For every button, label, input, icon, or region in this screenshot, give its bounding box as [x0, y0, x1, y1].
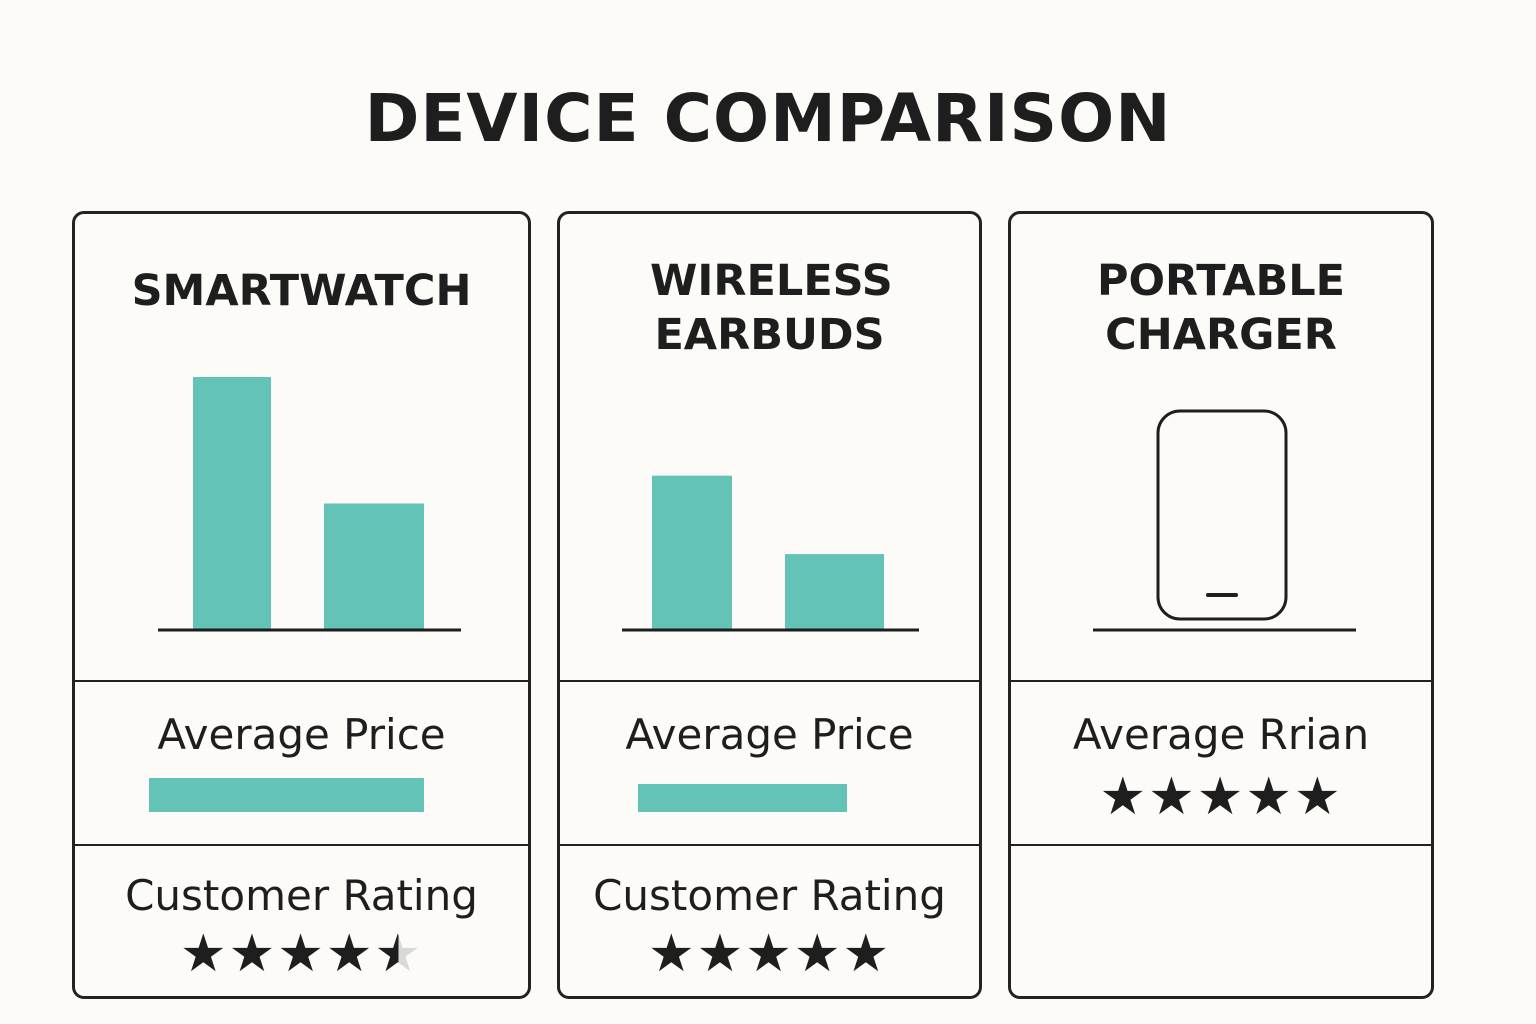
average-price-bar: [638, 784, 847, 812]
wireless-earbuds-card: WIRELESS EARBUDS Average Price Customer …: [557, 211, 982, 999]
star-icon: ★: [1293, 768, 1343, 826]
star-icon: ★: [1196, 768, 1246, 826]
customer-rating-label: Customer Rating: [593, 871, 946, 920]
bar: [652, 475, 732, 630]
star-icon: ★: [179, 925, 229, 983]
card-title: SMARTWATCH: [131, 266, 472, 316]
divider: [75, 844, 528, 846]
star-icon: ★: [745, 925, 794, 983]
divider: [75, 680, 528, 682]
average-rating-label: Average Rrian: [1072, 710, 1370, 759]
bar: [324, 503, 424, 630]
phone-icon: [1093, 409, 1356, 632]
bar-chart: [622, 475, 919, 632]
divider: [560, 844, 979, 846]
bar-chart: [158, 377, 461, 632]
star-icon: ★: [696, 925, 746, 983]
bar: [785, 554, 884, 630]
star-icon: ★: [374, 925, 424, 983]
bar: [193, 377, 271, 630]
divider: [1011, 844, 1431, 846]
smartwatch-card: SMARTWATCH Average Price Customer Rating…: [72, 211, 531, 999]
page-title: DEVICE COMPARISON: [364, 80, 1172, 157]
star-icon: ★: [793, 925, 843, 983]
star-icon: ★: [277, 925, 326, 983]
customer-rating-stars: ★★★★★: [560, 926, 979, 982]
average-price-bar: [149, 778, 424, 812]
star-icon: ★: [1245, 768, 1294, 826]
average-price-label: Average Price: [157, 710, 446, 759]
star-icon: ★: [325, 925, 375, 983]
card-title: PORTABLE CHARGER: [1096, 256, 1346, 360]
divider: [560, 680, 979, 682]
star-icon: ★: [842, 925, 892, 983]
average-rating-stars: ★★★★★: [1011, 769, 1431, 825]
portable-charger-card: PORTABLE CHARGER Average Rrian ★★★★★: [1008, 211, 1434, 999]
star-icon: ★: [1099, 768, 1149, 826]
star-icon: ★: [647, 925, 697, 983]
star-icon: ★: [1148, 768, 1197, 826]
customer-rating-stars: ★★★★★: [75, 926, 528, 982]
card-title: WIRELESS EARBUDS: [650, 256, 893, 360]
divider: [1011, 680, 1431, 682]
customer-rating-label: Customer Rating: [125, 871, 478, 920]
average-price-label: Average Price: [625, 710, 914, 759]
star-icon: ★: [228, 925, 278, 983]
